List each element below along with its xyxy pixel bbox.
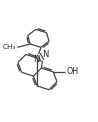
Text: N: N [33, 55, 39, 64]
Text: N: N [42, 50, 48, 59]
Text: OH: OH [66, 67, 78, 76]
Text: CH₃: CH₃ [2, 44, 16, 50]
